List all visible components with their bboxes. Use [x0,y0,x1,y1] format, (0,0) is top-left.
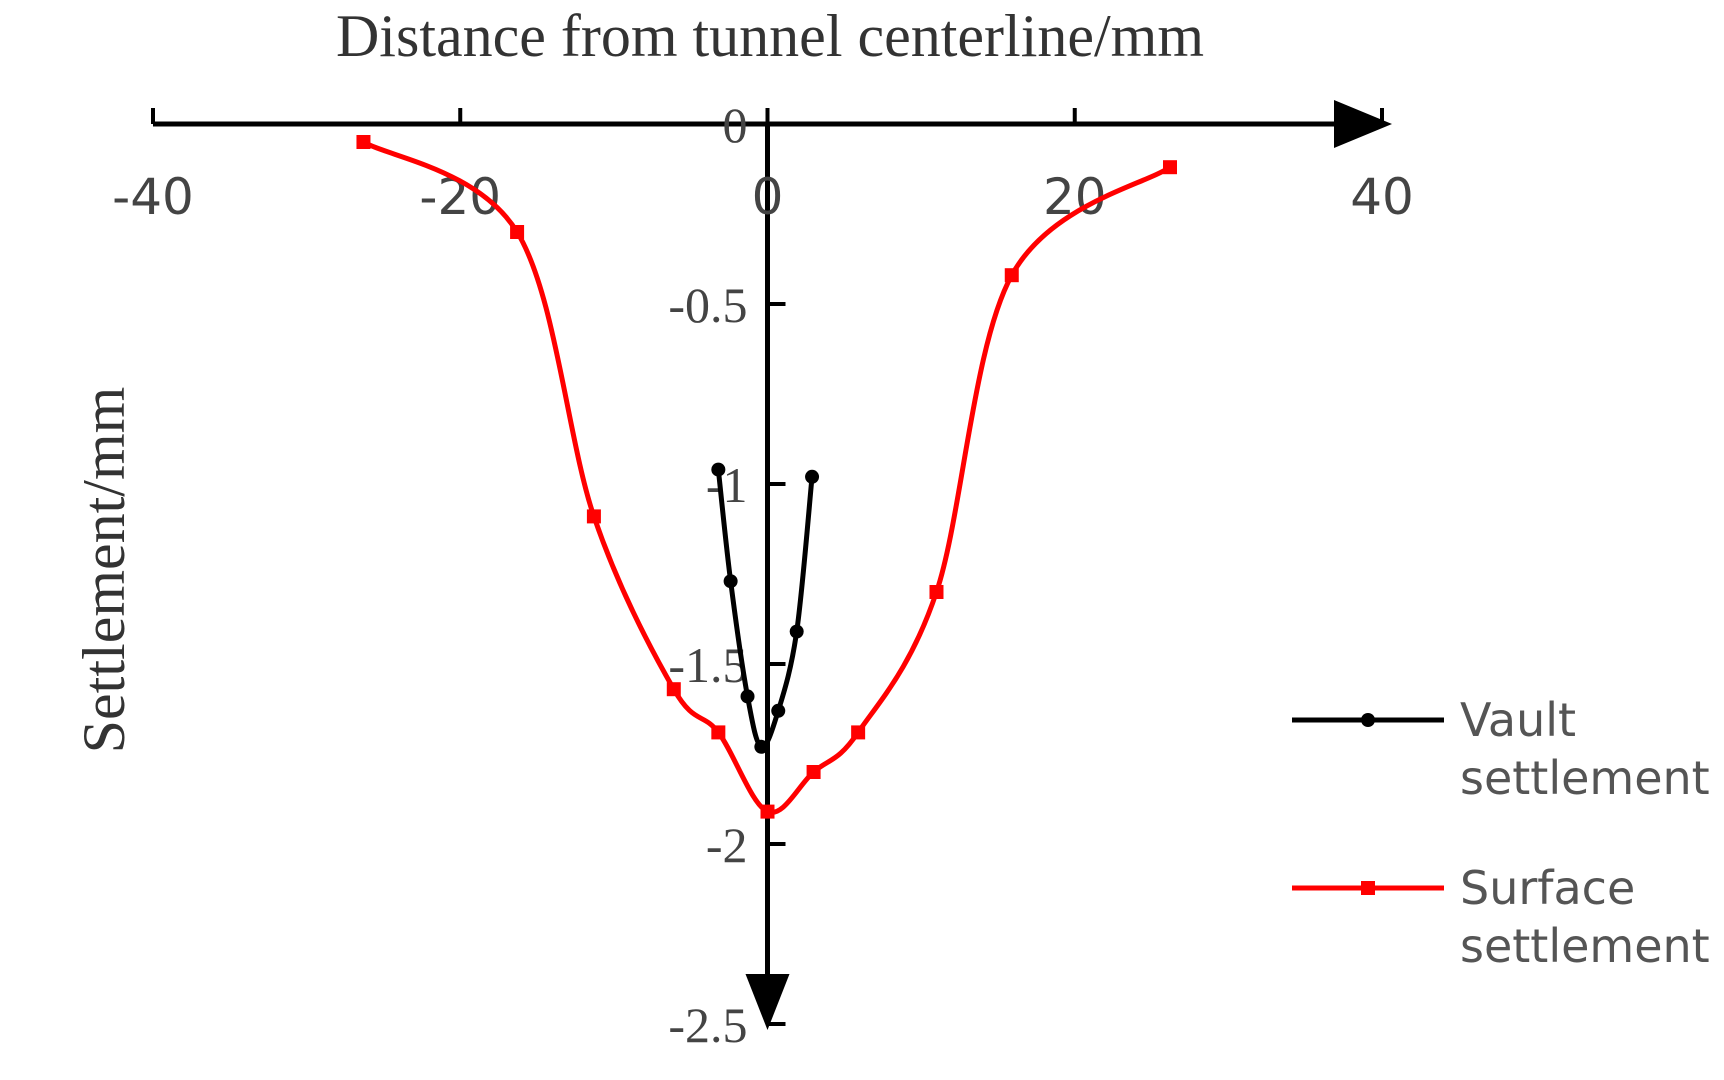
legend-entry: Surface settlement [1292,861,1710,973]
x-axis-title: Distance from tunnel centerline/mm [336,3,1204,69]
legend-label: Vault settlement [1460,693,1710,805]
x-tick-label: 0 [752,168,784,226]
series [356,135,1177,819]
x-tick-label: -40 [112,168,194,226]
data-point [806,765,821,779]
data-point [723,574,738,589]
x-axis-arrow [1334,100,1392,148]
y-tick-label: -2 [706,817,748,873]
data-point [1004,268,1019,283]
data-point [356,135,371,149]
data-point [711,462,726,477]
data-point [711,725,726,740]
data-point [510,225,525,239]
series-vault-settlement [711,462,820,754]
data-point [929,585,944,599]
x-tick-label: 20 [1043,168,1107,226]
legend: Vault settlement Surface settlement [1292,693,1710,973]
legend-marker [1361,881,1375,895]
data-point [1162,160,1177,175]
y-tick-label: -2.5 [668,997,747,1053]
y-tick-label: -0.5 [668,277,747,333]
legend-label: Surface settlement [1460,861,1710,973]
y-tick-label: 0 [723,97,748,153]
y-tick-label: -1.5 [668,637,747,693]
x-tick-label: 40 [1350,168,1414,226]
data-point [754,739,769,754]
y-axis-title: Settlement/mm [71,387,137,754]
y-axis-arrow [745,974,790,1030]
tick-labels: -40 -20 0 20 400-0.5-1-1.5-2-2.5 [112,97,1414,1053]
axes [151,100,1392,1030]
data-point [789,624,804,639]
data-point [586,509,601,524]
legend-entry: Vault settlement [1292,693,1710,805]
series-surface-settlement [356,135,1177,819]
data-point [760,804,775,819]
data-point [805,469,820,484]
data-point [666,682,681,697]
legend-marker [1361,713,1375,727]
data-point [771,703,786,718]
data-point [740,689,755,704]
data-point [851,725,866,740]
y-tick-label: -1 [706,457,748,513]
